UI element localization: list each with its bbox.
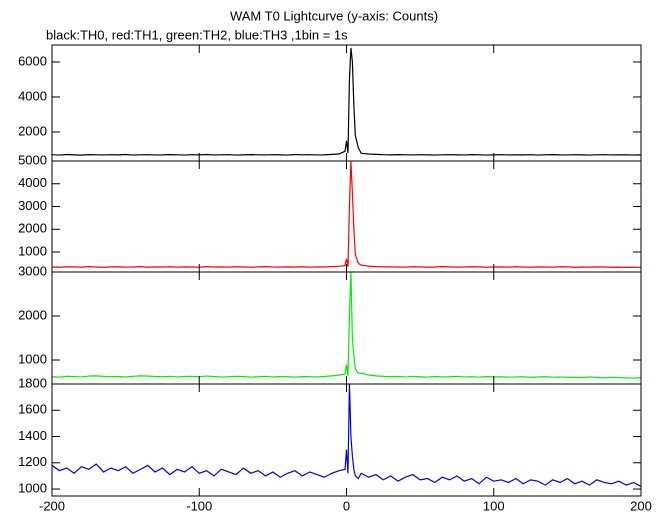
light-curve (51, 271, 642, 379)
y-tick-label: 1400 (18, 428, 47, 443)
y-tick-label: 1600 (18, 402, 47, 417)
x-tick-label: -200 (39, 498, 65, 513)
y-tick-label: 2000 (18, 221, 47, 236)
x-tick-label: -100 (186, 498, 212, 513)
light-curve (51, 160, 642, 269)
y-tick-label: 2000 (18, 123, 47, 138)
y-tick-label: 6000 (18, 53, 47, 68)
chart-subtitle: black:TH0, red:TH1, green:TH2, blue:TH3 … (46, 27, 348, 42)
y-tick-label: 1200 (18, 454, 47, 469)
y-tick-label: 1000 (18, 243, 47, 258)
y-tick-label: 1000 (18, 351, 47, 366)
light-curve (51, 47, 642, 156)
y-tick-label: 5000 (18, 152, 47, 167)
y-tick-label: 1800 (18, 375, 47, 390)
y-tick-label: 4000 (18, 175, 47, 190)
chart-title: WAM T0 Lightcurve (y-axis: Counts) (230, 8, 438, 23)
panel-frame (51, 160, 642, 273)
y-tick-label: 3000 (18, 263, 47, 278)
x-tick-label: 200 (630, 498, 652, 513)
y-tick-label: 1000 (18, 480, 47, 495)
y-tick-label: 4000 (18, 88, 47, 103)
y-tick-label: 2000 (18, 307, 47, 322)
x-tick-label: 0 (343, 498, 350, 513)
light-curve (51, 383, 642, 487)
y-tick-label: 3000 (18, 198, 47, 213)
panel-frame (51, 383, 642, 497)
x-tick-label: 100 (483, 498, 505, 513)
